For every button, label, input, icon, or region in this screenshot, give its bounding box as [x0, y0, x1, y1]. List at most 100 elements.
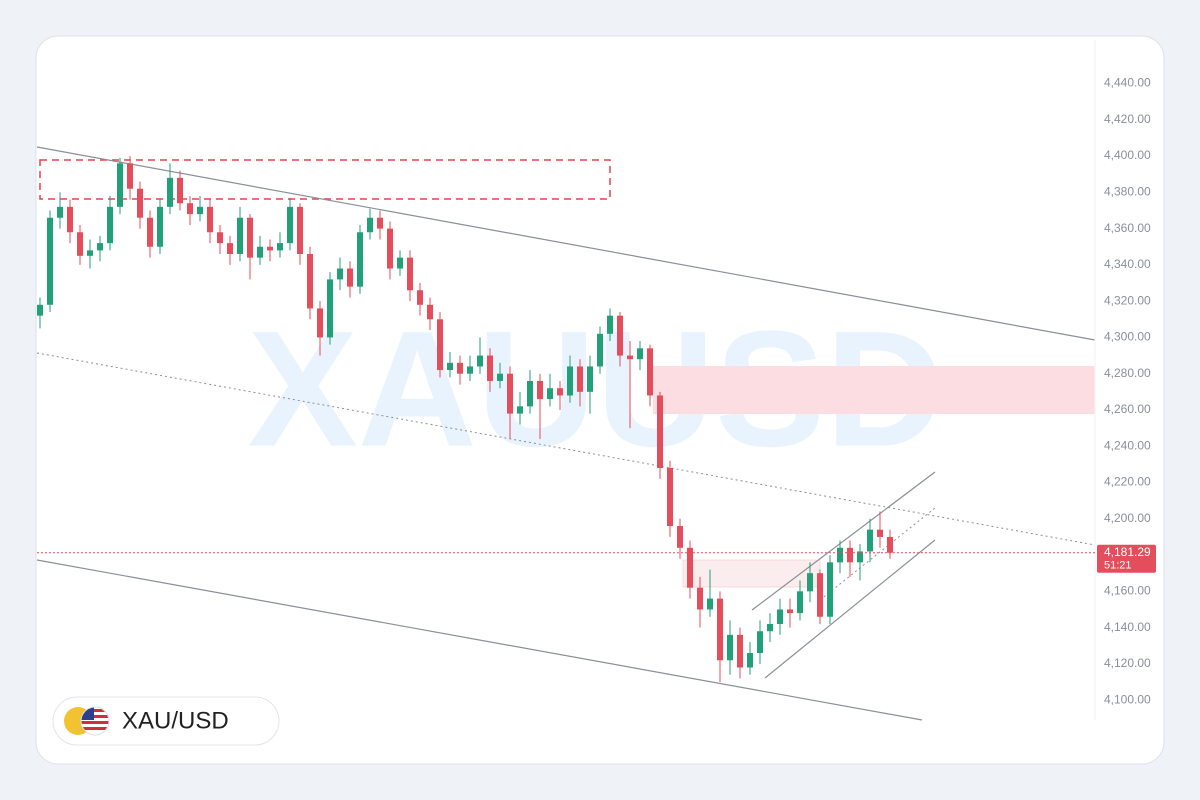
channel-upper [751, 471, 936, 611]
candle-body [657, 395, 663, 469]
candle-body [707, 598, 713, 610]
candle-body [167, 177, 173, 207]
candle-body [157, 206, 163, 247]
y-tick-label: 4,260.00 [1104, 402, 1151, 416]
candle-body [827, 562, 833, 617]
candle-body [467, 366, 473, 374]
candle-body [857, 551, 863, 563]
candle-body [777, 609, 783, 624]
candle-body [727, 634, 733, 661]
candle-body [287, 206, 293, 244]
candle-body [507, 373, 513, 414]
candle-body [197, 206, 203, 215]
candle-body [597, 333, 603, 367]
candle-body [677, 526, 683, 548]
candle-body [147, 217, 153, 247]
candle-body [117, 163, 123, 207]
candle-body [127, 163, 133, 189]
y-tick-label: 4,340.00 [1104, 257, 1151, 271]
candle-body [867, 529, 873, 552]
candle-body [67, 206, 73, 233]
candle-body [177, 177, 183, 204]
y-tick-label: 4,140.00 [1104, 620, 1151, 634]
candle-body [317, 308, 323, 338]
trendline-upper [36, 146, 1096, 341]
y-tick-label: 4,120.00 [1104, 656, 1151, 670]
candle-body [447, 362, 453, 371]
candle-body [807, 573, 813, 592]
price-tag-label: 4,181.29 [1104, 545, 1151, 559]
candle-body [297, 206, 303, 255]
candle-body [847, 547, 853, 563]
y-tick-label: 4,280.00 [1104, 366, 1151, 380]
candle-body [87, 250, 93, 256]
resistance-zone [653, 366, 1095, 414]
flag-stripes [81, 707, 109, 735]
candle-body [547, 388, 553, 400]
candle-body [717, 598, 723, 661]
candle-body [327, 279, 333, 338]
candle-body [627, 355, 633, 360]
candle-body [517, 406, 523, 414]
candle-body [427, 304, 433, 320]
candle-body [277, 243, 283, 251]
candle-body [37, 304, 43, 316]
candle-body [607, 315, 613, 334]
y-tick-label: 4,220.00 [1104, 475, 1151, 489]
candle-body [797, 591, 803, 614]
price-tag [1097, 544, 1156, 573]
price-axis: 4,100.004,120.004,140.004,160.004,180.00… [1097, 76, 1156, 706]
stripe [81, 715, 109, 718]
candle-body [137, 188, 143, 218]
candle-body [687, 547, 693, 588]
trendline-mid [36, 352, 1096, 546]
candle-body [207, 206, 213, 233]
candle-body [737, 634, 743, 668]
countdown: 51:21 [1104, 560, 1132, 572]
candle-body [367, 217, 373, 233]
candle-body [357, 232, 363, 287]
card [35, 35, 1165, 765]
candle-body [887, 536, 893, 553]
candle-body [437, 319, 443, 371]
candle-body [557, 388, 563, 396]
candle-body [587, 366, 593, 392]
candle-body [377, 217, 383, 229]
symbol-pill: XAU/USD [52, 696, 280, 746]
candle-body [767, 623, 773, 632]
symbol: XAU/USD [122, 707, 229, 734]
candle-body [267, 246, 273, 251]
candle-body [337, 268, 343, 280]
y-tick-label: 4,300.00 [1104, 330, 1151, 344]
candle-body [57, 206, 63, 218]
candle-body [217, 232, 223, 244]
y-tick-label: 4,380.00 [1104, 185, 1151, 199]
candle-body [577, 366, 583, 392]
candle-body [637, 348, 643, 360]
candle-body [387, 228, 393, 269]
candle-body [817, 573, 823, 617]
candle-body [187, 203, 193, 215]
candle-body [77, 232, 83, 256]
candle-body [107, 206, 113, 244]
candle-body [497, 373, 503, 381]
candle-body [537, 380, 543, 400]
candle-body [347, 268, 353, 287]
candle-body [697, 587, 703, 610]
stripe [81, 721, 109, 724]
candle-body [407, 257, 413, 291]
candles [37, 156, 1095, 683]
candle-body [247, 217, 253, 258]
y-tick-label: 4,200.00 [1104, 511, 1151, 525]
candle-body [487, 355, 493, 381]
candle-body [877, 529, 883, 537]
candle-body [97, 243, 103, 251]
trendline-lower [36, 559, 923, 721]
candle-body [457, 362, 463, 374]
candle-body [617, 315, 623, 356]
channel-lower [764, 539, 936, 679]
pill-bg [52, 696, 280, 746]
y-tick-label: 4,440.00 [1104, 76, 1151, 90]
y-tick-label: 4,420.00 [1104, 112, 1151, 126]
